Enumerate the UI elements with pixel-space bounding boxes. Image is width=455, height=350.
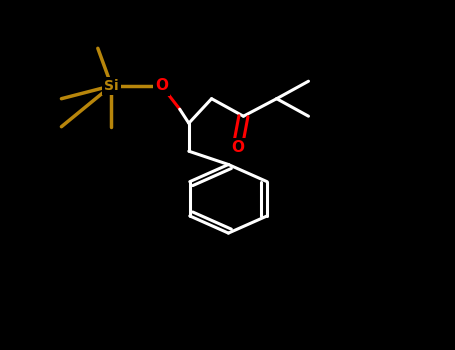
Text: O: O [231, 140, 244, 155]
Text: Si: Si [104, 79, 119, 93]
Text: O: O [155, 78, 168, 93]
